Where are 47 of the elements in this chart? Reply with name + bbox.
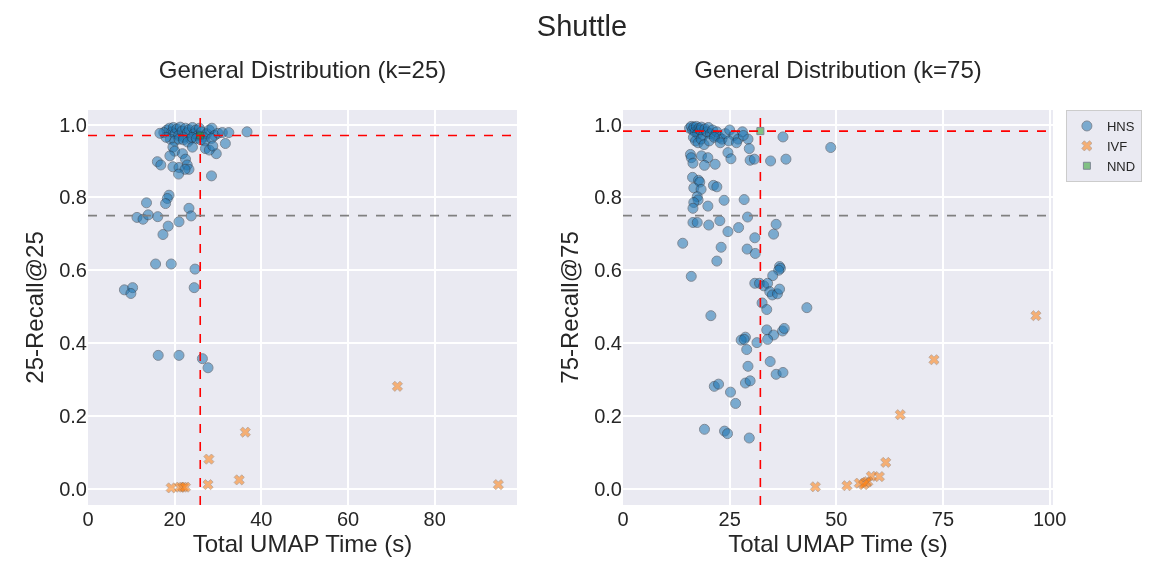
text: Shuttle (535, 10, 629, 43)
y-tick-label: 0.4 (594, 332, 622, 354)
y-tick-label: 0.8 (594, 186, 622, 209)
point (391, 380, 403, 392)
x-tick-label: 0 (617, 508, 629, 530)
y-tick-label: 0.6 (594, 259, 622, 282)
y-axis-title: 75-Recall@75 (556, 231, 584, 384)
y-tick-label: 1.0 (594, 113, 622, 136)
y-tick-label: 0.2 (594, 404, 622, 427)
point (233, 474, 245, 486)
point (1030, 310, 1042, 322)
x-tick-label: 0 (82, 508, 94, 530)
y-tick-label: 0.2 (59, 404, 87, 427)
legend-label: IVF (1106, 138, 1128, 154)
point (202, 479, 214, 491)
x-tick-label: 75 (931, 508, 955, 530)
x-tick-label: 100 (1032, 508, 1067, 530)
x-axis-title: Total UMAP Time (s) (728, 530, 948, 558)
point (756, 127, 765, 136)
x-axis-title: Total UMAP Time (s) (192, 530, 413, 558)
y-tick-label: 0.8 (59, 186, 87, 209)
point (841, 480, 853, 492)
legend-label: NND (1106, 158, 1136, 174)
y-tick-label: 0.6 (59, 259, 87, 282)
x-tick-label: 50 (825, 508, 848, 530)
chart-title: General Distribution (k=25) (158, 56, 447, 83)
y-tick-label: 0.4 (59, 332, 87, 354)
point (809, 481, 821, 493)
x-tick-label: 60 (336, 508, 360, 530)
point (239, 426, 251, 438)
legend-label: HNS (1106, 119, 1135, 135)
y-tick-label: 0.0 (594, 477, 622, 500)
point (203, 453, 215, 465)
x-tick-label: 20 (163, 508, 186, 530)
chart-title: General Distribution (k=75) (694, 56, 982, 83)
point (165, 482, 177, 494)
point (894, 409, 906, 421)
y-axis-title: 25-Recall@25 (21, 231, 49, 384)
y-tick-label: 0.0 (59, 477, 87, 500)
x-tick-label: 25 (718, 508, 741, 530)
x-tick-label: 40 (250, 508, 273, 530)
point (873, 471, 885, 483)
point (492, 479, 504, 491)
x-tick-label: 80 (423, 508, 446, 530)
point (880, 456, 892, 468)
point (928, 354, 940, 366)
y-tick-label: 1.0 (59, 113, 87, 136)
